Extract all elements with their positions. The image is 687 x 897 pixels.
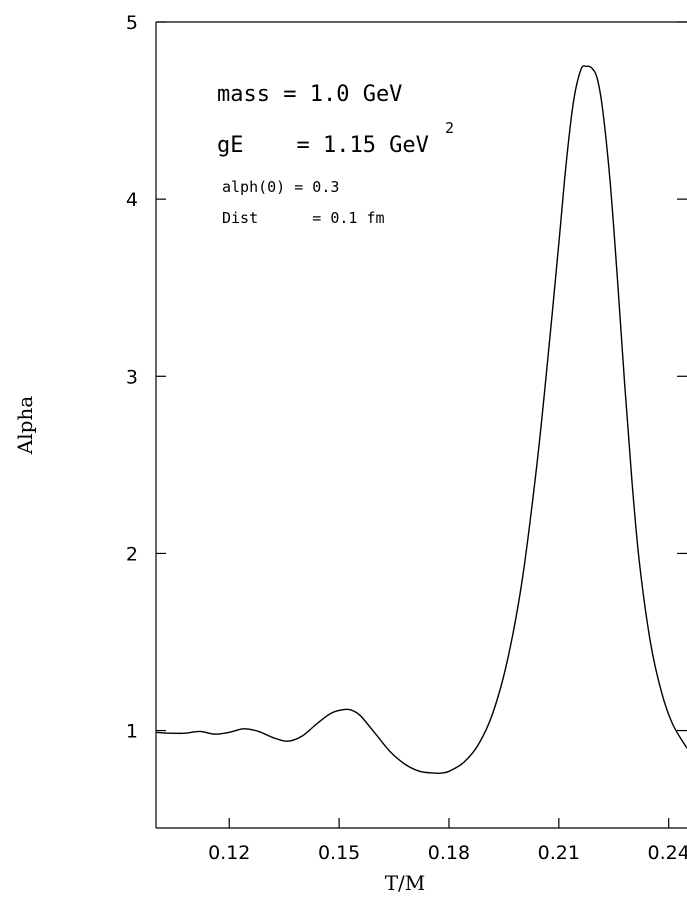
x-tick-label: 0.18 xyxy=(428,842,470,864)
y-tick-label: 3 xyxy=(126,366,138,388)
annotation-block: mass = 1.0 GeV gE = 1.15 GeV 2 alph(0) =… xyxy=(217,82,454,227)
y-tick-label: 1 xyxy=(126,721,138,743)
x-tick-label: 0.21 xyxy=(538,842,580,864)
annotation-mass: mass = 1.0 GeV xyxy=(217,82,402,107)
x-tick-label: 0.12 xyxy=(208,842,250,864)
alpha-curve xyxy=(155,65,687,775)
y-tick-label: 4 xyxy=(126,189,138,211)
x-axis-title: T/M xyxy=(385,871,426,895)
y-tick-label: 2 xyxy=(126,543,138,565)
y-tick-label: 5 xyxy=(126,12,138,34)
annotation-alpha0: alph(0) = 0.3 xyxy=(222,178,339,196)
annotation-ge-superscript: 2 xyxy=(445,119,454,137)
y-axis-title: Alpha xyxy=(13,396,37,456)
x-tick-label: 0.15 xyxy=(318,842,360,864)
annotation-ge: gE = 1.15 GeV xyxy=(217,133,429,158)
plot-frame xyxy=(155,21,687,829)
annotation-dist: Dist = 0.1 fm xyxy=(222,209,385,227)
y-ticks: 1 2 3 4 5 xyxy=(126,12,687,743)
x-ticks: 0.12 0.15 0.18 0.21 0.24 xyxy=(208,818,687,864)
x-tick-label: 0.24 xyxy=(648,842,687,864)
